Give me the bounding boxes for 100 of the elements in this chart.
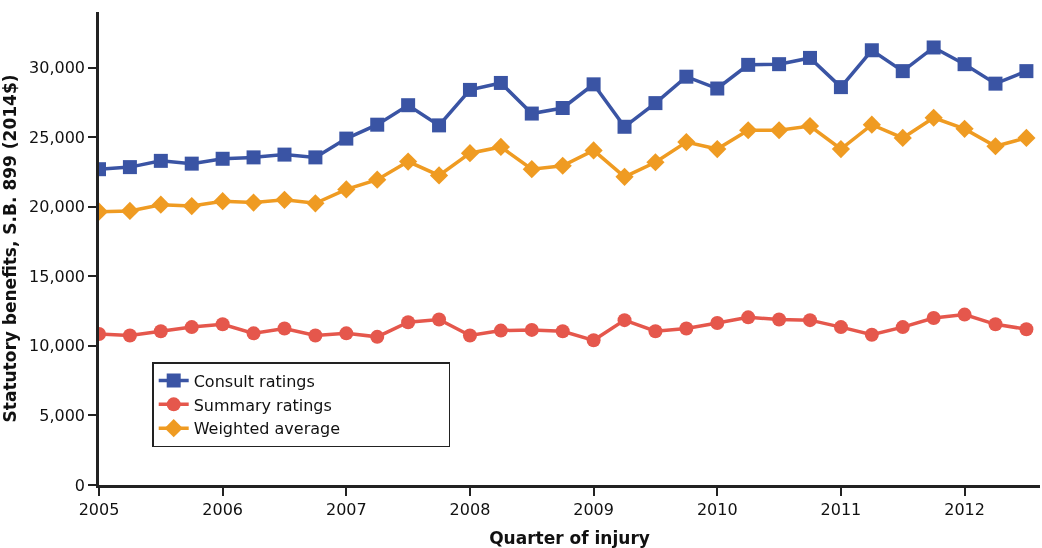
point: [957, 307, 972, 322]
point: [401, 315, 416, 330]
x-axis-title: Quarter of injury: [489, 528, 650, 548]
point: [524, 322, 539, 337]
x-tick-label: 2006: [202, 499, 244, 519]
legend-label: Summary ratings: [193, 395, 332, 415]
point: [491, 137, 510, 157]
point: [122, 328, 137, 343]
point: [710, 81, 725, 96]
point: [153, 324, 168, 339]
point: [893, 128, 912, 147]
point: [833, 80, 848, 95]
point: [524, 106, 539, 121]
point: [275, 190, 294, 209]
point: [926, 311, 941, 326]
point: [215, 317, 230, 332]
point: [493, 75, 508, 90]
x-tick-label: 2009: [573, 499, 614, 519]
point: [677, 132, 696, 152]
point: [460, 144, 480, 163]
point: [895, 64, 910, 79]
point: [339, 326, 354, 341]
point: [462, 328, 477, 343]
y-axis-title: Statutory benefits, S.B. 899 (2014$): [0, 74, 20, 423]
point: [769, 121, 789, 140]
point: [429, 166, 449, 185]
x-tick-label: 2012: [944, 499, 985, 519]
x-tick-label: 2007: [325, 499, 367, 519]
point: [555, 100, 570, 115]
point: [986, 137, 1005, 156]
point: [648, 96, 663, 111]
point: [401, 98, 416, 113]
point: [277, 147, 292, 162]
point: [586, 333, 601, 348]
point: [957, 57, 972, 72]
x-tick-label: 2005: [78, 499, 120, 519]
point: [432, 312, 447, 327]
point: [586, 77, 601, 92]
x-tick-label: 2010: [696, 499, 738, 519]
point: [831, 139, 851, 159]
point: [432, 118, 447, 133]
point: [800, 116, 820, 136]
point: [339, 131, 354, 146]
y-tick-label: 15,000: [29, 266, 86, 286]
point: [803, 50, 818, 65]
point: [462, 82, 477, 97]
point: [493, 323, 508, 338]
point: [1017, 128, 1036, 147]
point: [741, 57, 756, 72]
point: [555, 324, 570, 339]
x-tick-label: 2008: [449, 499, 491, 519]
point: [308, 150, 323, 165]
point: [741, 310, 756, 325]
point: [553, 156, 572, 175]
point: [924, 108, 943, 127]
point: [1019, 64, 1034, 79]
point: [679, 321, 694, 336]
point: [277, 321, 292, 336]
y-tick-label: 25,000: [29, 127, 86, 147]
point: [803, 313, 818, 328]
point: [244, 193, 263, 212]
point: [679, 69, 694, 84]
point: [215, 151, 230, 166]
point: [739, 121, 758, 140]
point: [246, 326, 261, 341]
point: [1019, 322, 1034, 337]
point: [617, 313, 632, 328]
point: [370, 117, 385, 132]
point: [926, 40, 941, 55]
point: [522, 160, 541, 179]
legend-label: Weighted average: [193, 419, 341, 439]
y-tick-label: 10,000: [29, 336, 86, 356]
point: [772, 312, 787, 327]
point: [833, 320, 848, 335]
point: [988, 317, 1003, 332]
point: [399, 152, 418, 171]
point: [617, 119, 632, 134]
y-tick-label: 20,000: [29, 197, 86, 217]
point: [988, 76, 1003, 91]
point: [864, 43, 879, 58]
point: [368, 170, 387, 189]
point: [182, 196, 201, 216]
point: [862, 115, 881, 134]
point: [370, 329, 385, 344]
legend-label: Consult ratings: [193, 371, 315, 391]
point: [184, 320, 199, 335]
point: [648, 324, 663, 339]
point: [708, 139, 727, 159]
y-tick-label: 0: [74, 475, 86, 495]
point: [306, 194, 325, 213]
point: [955, 119, 974, 138]
point: [772, 57, 787, 72]
point: [122, 160, 137, 175]
point: [615, 167, 634, 186]
point: [864, 327, 879, 342]
point: [153, 153, 168, 168]
point: [213, 192, 232, 211]
point: [337, 180, 356, 199]
x-tick-label: 2011: [820, 499, 862, 519]
point: [710, 315, 725, 330]
